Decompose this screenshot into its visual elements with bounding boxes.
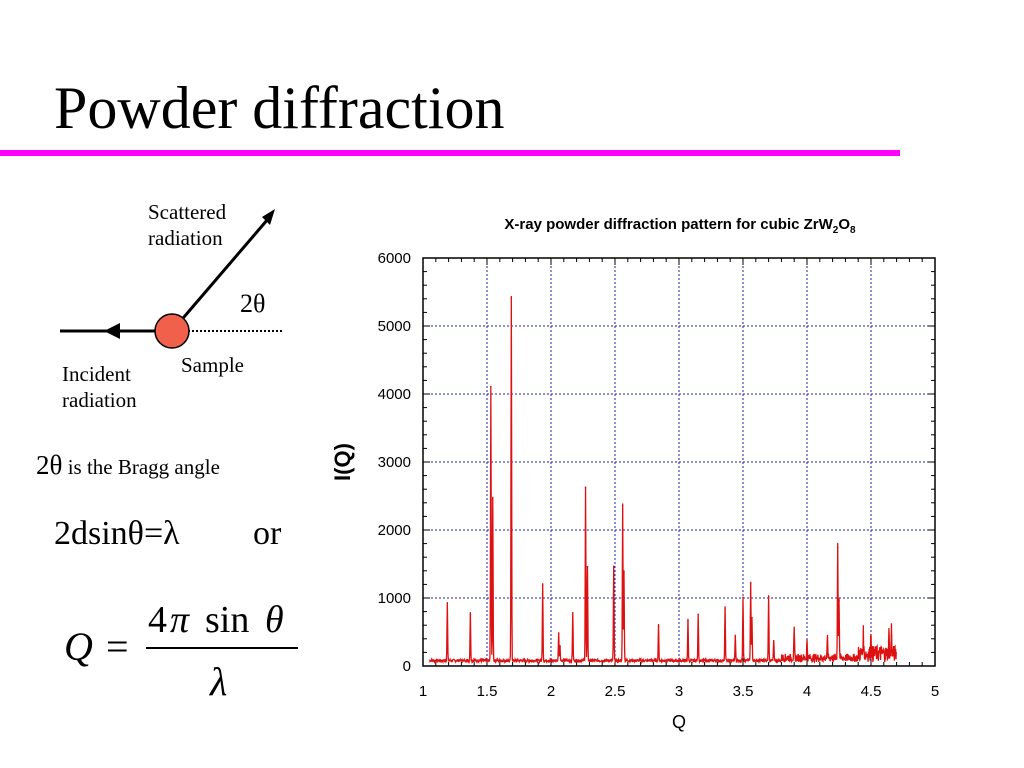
- peak-point: [870, 637, 872, 639]
- peak-point: [793, 633, 795, 636]
- y-tick-label: 5000: [378, 318, 411, 335]
- incident-arrow: [104, 323, 120, 339]
- plot-frame: [422, 257, 936, 667]
- y-tick-label: 3000: [378, 454, 411, 471]
- peak-point: [623, 571, 625, 573]
- chart-title-sub2: 8: [850, 225, 856, 236]
- peak-point: [826, 640, 829, 643]
- peak-point: [836, 546, 839, 549]
- peak-point: [490, 385, 492, 388]
- peak-point: [541, 584, 544, 586]
- scattering-diagram: [60, 209, 282, 349]
- peak-point: [612, 565, 615, 568]
- peak-point: [772, 640, 775, 643]
- q-formula: Q = 4 π sin θ λ: [64, 599, 298, 704]
- peak-point: [557, 632, 560, 635]
- peak-point: [724, 608, 726, 610]
- y-tick-label: 6000: [378, 250, 411, 267]
- or-label: or: [253, 515, 282, 552]
- y-tick-label: 4000: [378, 386, 411, 403]
- peak-point: [586, 565, 589, 568]
- diffraction-chart: X-ray powder diffraction pattern for cub…: [330, 216, 940, 732]
- scattered-label: Scattered radiation: [148, 200, 227, 251]
- peak-point: [584, 487, 587, 489]
- angle-label: 2θ: [240, 289, 266, 318]
- peak-point: [862, 640, 865, 643]
- peak-point: [571, 612, 574, 614]
- peak-point: [838, 599, 840, 602]
- peak-point: [559, 646, 561, 648]
- x-tick-label: 4.5: [861, 683, 882, 700]
- equals-sign: =: [106, 624, 129, 669]
- x-tick-label: 3.5: [733, 683, 754, 700]
- numerator-theta: θ: [265, 599, 284, 641]
- chart-title: X-ray powder diffraction pattern for cub…: [504, 216, 856, 236]
- scattered-beam: [170, 218, 270, 332]
- numerator-pi: π: [170, 599, 190, 641]
- tick-labels: 1 1.5 2 2.5 3 3.5 4 4.5 5 0 1000 2000 3000 4000 5000 60…: [378, 250, 940, 700]
- peak-point: [751, 616, 753, 619]
- diffraction-series-line: [429, 295, 897, 665]
- peak-point: [806, 644, 808, 646]
- peak-point: [510, 297, 513, 299]
- peak-point: [657, 625, 660, 628]
- sample-label: Sample: [181, 353, 244, 377]
- peak-point: [742, 596, 744, 599]
- x-tick-label: 3: [675, 683, 683, 700]
- y-tick-label: 2000: [378, 522, 411, 539]
- chart-title-mid: O: [838, 216, 850, 233]
- peak-point: [621, 504, 624, 507]
- peak-point: [749, 582, 752, 585]
- peak-point: [767, 596, 770, 599]
- peak-point: [890, 635, 893, 637]
- x-tick-label: 2: [547, 683, 555, 700]
- y-tick-label: 0: [403, 658, 411, 675]
- y-tick-label: 1000: [378, 590, 411, 607]
- peak-point: [697, 613, 699, 616]
- x-tick-label: 1.5: [477, 683, 498, 700]
- x-axis-label: Q: [672, 712, 686, 732]
- title-underline: [0, 150, 900, 156]
- y-axis-label: I(Q): [330, 443, 355, 481]
- peak-point: [734, 635, 737, 637]
- incident-label: Incident radiation: [62, 362, 137, 413]
- slide-title: Powder diffraction: [54, 75, 505, 141]
- x-tick-label: 1: [419, 683, 427, 700]
- denominator-lambda: λ: [209, 659, 227, 704]
- peak-point: [446, 601, 449, 604]
- bragg-angle-text: 2θ is the Bragg angle: [36, 450, 220, 480]
- peak-point: [687, 620, 689, 622]
- q-symbol: Q: [64, 624, 93, 669]
- x-tick-label: 2.5: [605, 683, 626, 700]
- peak-point: [888, 640, 890, 643]
- series-layer: [429, 295, 897, 665]
- peak-point: [469, 613, 472, 616]
- bragg-equation: 2dsinθ=λ: [54, 515, 180, 552]
- numerator-sin: sin: [205, 599, 249, 641]
- x-tick-label: 4: [803, 683, 811, 700]
- numerator-coeff: 4: [148, 599, 167, 641]
- x-tick-label: 5: [931, 683, 939, 700]
- scattered-arrow: [262, 209, 275, 225]
- chart-title-sub1: 2: [833, 225, 839, 236]
- peak-point: [491, 497, 494, 500]
- grid-layer: [423, 258, 935, 666]
- sample-circle: [154, 313, 190, 349]
- chart-title-main: X-ray powder diffraction pattern for cub…: [504, 216, 833, 233]
